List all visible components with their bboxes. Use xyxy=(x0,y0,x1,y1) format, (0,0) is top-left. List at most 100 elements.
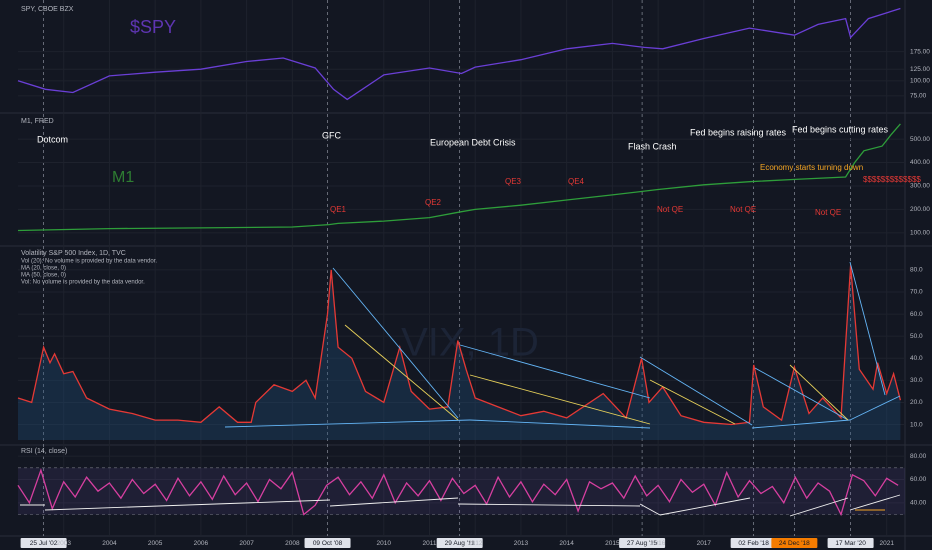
y-tick-label: 50.0 xyxy=(910,333,923,340)
legend-line: Vol (20): No volume is provided by the d… xyxy=(21,259,157,265)
x-tick-label: 2010 xyxy=(377,540,392,547)
annotation: QE3 xyxy=(505,177,522,186)
legend-title: SPY, CBOE BZX xyxy=(21,6,74,13)
y-tick-label: 175.00 xyxy=(910,48,930,55)
x-tick-label: 2021 xyxy=(879,540,894,547)
y-tick-label: 300.00 xyxy=(910,183,930,190)
annotation: Fed begins raising rates xyxy=(690,127,787,137)
x-tick-label: 2011 xyxy=(423,540,437,547)
annotation: Flash Crash xyxy=(628,141,677,151)
y-tick-label: 60.0 xyxy=(910,311,923,318)
trend-line xyxy=(639,503,661,516)
x-tick-label: 09 Oct '08 xyxy=(313,540,343,547)
annotation: QE4 xyxy=(568,177,585,186)
y-tick-label: 80.0 xyxy=(910,267,923,274)
x-tick-label: 2004 xyxy=(102,540,117,547)
annotation: Economy starts turning down xyxy=(760,163,863,172)
legend-title: RSI (14, close) xyxy=(21,448,67,455)
trend-line xyxy=(332,267,459,419)
trend-line xyxy=(849,261,886,396)
legend-line: MA (50, close, 0) xyxy=(21,273,66,279)
y-tick-label: 200.00 xyxy=(910,206,930,213)
x-tick-label: 29 Aug '11 xyxy=(445,540,475,547)
series-area xyxy=(18,265,901,440)
annotation: QE1 xyxy=(330,205,347,214)
series-line xyxy=(17,123,901,232)
x-tick-highlight xyxy=(619,538,666,548)
x-tick-label: 2007 xyxy=(239,540,254,547)
trend-line xyxy=(849,395,901,421)
y-tick-label: 60.00 xyxy=(910,476,927,483)
y-tick-label: 10.0 xyxy=(910,421,923,428)
legend-line: MA (20, close, 0) xyxy=(21,266,66,272)
x-tick-label: 2008 xyxy=(285,540,300,547)
x-tick-label: 2016 xyxy=(651,540,666,547)
x-tick-highlight xyxy=(771,538,818,548)
trend-line xyxy=(344,324,459,421)
annotation: Not QE xyxy=(730,205,756,214)
trend-line xyxy=(329,497,459,507)
series-line xyxy=(17,265,902,426)
trend-line xyxy=(44,499,331,511)
y-tick-label: 70.0 xyxy=(910,289,923,296)
x-tick-label: 2012 xyxy=(468,540,483,547)
legend-line: Vol: No volume is provided by the data v… xyxy=(21,280,145,286)
trend-line xyxy=(649,379,736,425)
x-tick-label: 02 Feb '18 xyxy=(738,540,769,547)
annotation: M1 xyxy=(112,169,134,186)
annotation: European Debt Crisis xyxy=(430,137,516,147)
trend-line xyxy=(469,419,651,429)
x-tick-highlight xyxy=(20,538,67,548)
y-tick-label: 400.00 xyxy=(910,159,930,166)
legend-title: M1, FRED xyxy=(21,118,54,125)
trend-line xyxy=(639,356,753,426)
trend-line xyxy=(789,497,849,517)
annotation: Dotcom xyxy=(37,134,68,144)
watermark: VIX, 1D xyxy=(401,321,539,365)
x-tick-label: 2013 xyxy=(514,540,529,547)
trend-line xyxy=(459,344,651,399)
x-tick-label: 17 Mar '20 xyxy=(835,540,866,547)
x-tick-label: 2017 xyxy=(697,540,712,547)
y-tick-label: 100.00 xyxy=(910,78,930,85)
series-line xyxy=(17,468,899,517)
y-tick-label: 30.0 xyxy=(910,377,923,384)
x-tick-highlight xyxy=(730,538,777,548)
y-tick-label: 75.00 xyxy=(910,93,927,100)
x-tick-label: 2005 xyxy=(148,540,163,547)
x-tick-label: 24 Dec '18 xyxy=(779,540,810,547)
y-tick-label: 40.0 xyxy=(910,355,923,362)
x-tick-highlight xyxy=(436,538,483,548)
annotation: $SPY xyxy=(130,17,176,37)
y-tick-label: 125.00 xyxy=(910,66,930,73)
annotation: GFC xyxy=(322,130,341,140)
grid xyxy=(18,0,905,536)
trend-line xyxy=(224,419,471,428)
x-tick-label: 25 Jul '02 xyxy=(30,540,58,547)
x-tick-highlight xyxy=(304,538,351,548)
annotation: QE2 xyxy=(425,198,442,207)
trend-line xyxy=(789,364,849,421)
y-tick-label: 20.0 xyxy=(910,399,923,406)
x-tick-label: 2014 xyxy=(559,540,574,547)
annotation: Not QE xyxy=(657,205,683,214)
trend-line xyxy=(469,374,651,425)
x-tick-label: 2003 xyxy=(56,540,71,547)
annotation: Not QE xyxy=(815,208,841,217)
x-tick-highlight xyxy=(827,538,874,548)
trend-line xyxy=(659,497,751,516)
trend-line xyxy=(457,503,641,507)
y-tick-label: 80.00 xyxy=(910,453,927,460)
x-tick-label: 2015 xyxy=(605,540,620,547)
x-tick-label: 2006 xyxy=(194,540,209,547)
trend-line xyxy=(751,419,851,429)
annotation: Fed begins cutting rates xyxy=(792,124,889,134)
y-tick-label: 500.00 xyxy=(910,136,930,143)
y-tick-label: 100.00 xyxy=(910,230,930,237)
trend-line xyxy=(754,367,849,421)
x-tick-label: 27 Aug '15 xyxy=(627,540,658,547)
trend-line xyxy=(849,494,901,511)
legend-title: Volatility S&P 500 Index, 1D, TVC xyxy=(21,250,126,257)
